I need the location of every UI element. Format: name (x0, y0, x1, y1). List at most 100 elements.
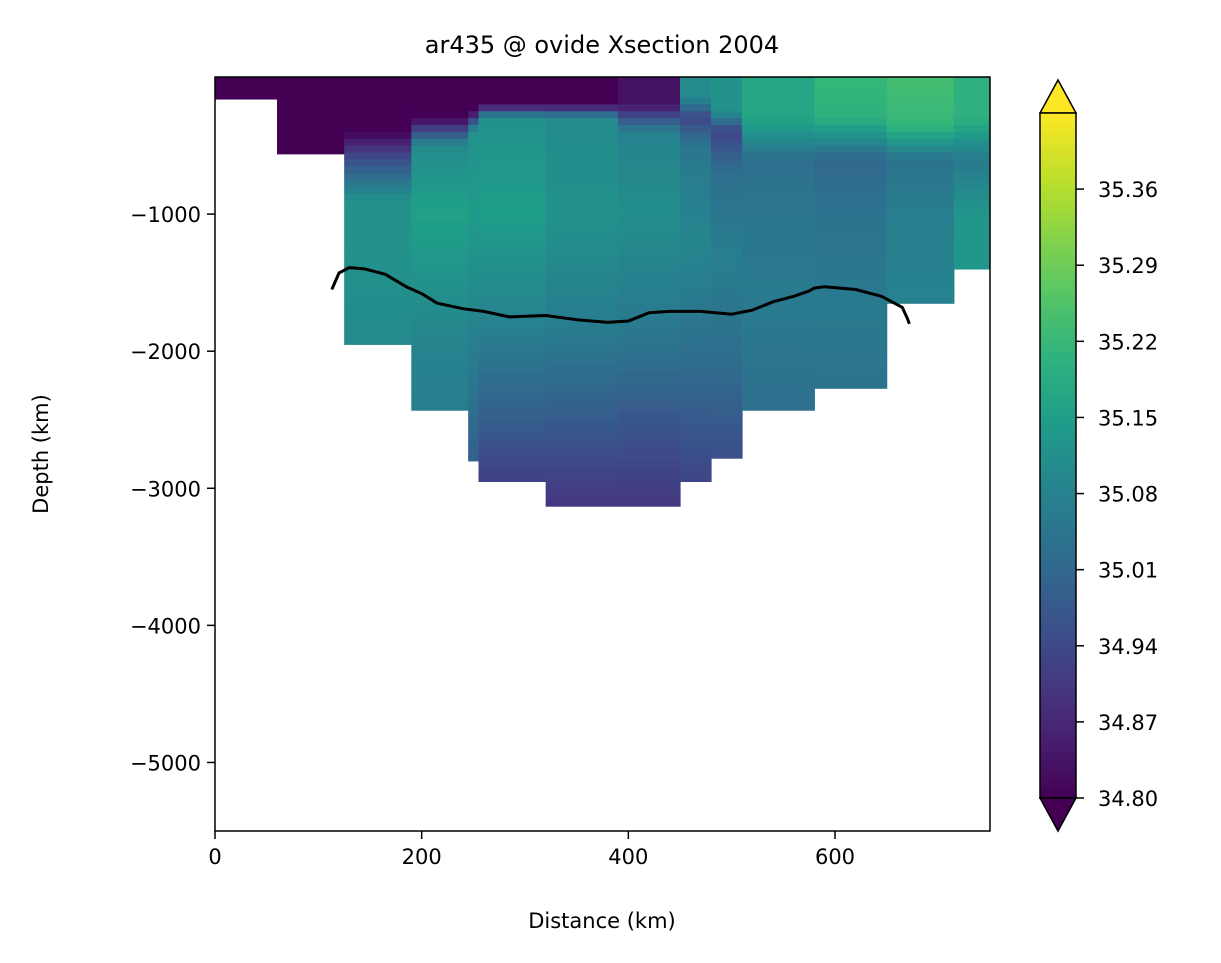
heatmap-cell (478, 97, 547, 106)
heatmap-cell (711, 118, 743, 126)
heatmap-cell (545, 255, 619, 263)
heatmap-cell (680, 124, 712, 133)
heatmap-cell (468, 275, 480, 284)
heatmap-cell (468, 241, 480, 249)
heatmap-cell (618, 364, 681, 373)
colorbar-tick-label: 35.29 (1098, 254, 1158, 278)
heatmap-cell (814, 385, 888, 389)
heatmap-cell (742, 316, 815, 325)
heatmap-cell (618, 275, 681, 284)
heatmap-cell (344, 248, 412, 256)
heatmap-cell (680, 296, 712, 304)
heatmap-cell (478, 310, 547, 318)
heatmap-cell (886, 186, 955, 195)
heatmap-cell (411, 172, 469, 181)
heatmap-cell (478, 337, 547, 345)
heatmap-cell (742, 241, 815, 249)
heatmap-cell (953, 179, 990, 188)
heatmap-cell (742, 97, 815, 106)
heatmap-cell (742, 145, 815, 153)
heatmap-cell (680, 303, 712, 311)
heatmap-cell (814, 289, 888, 297)
heatmap-cell (814, 77, 888, 85)
heatmap-cell (814, 220, 888, 229)
heatmap-cell (618, 351, 681, 359)
heatmap-cell (711, 90, 743, 99)
heatmap-cell (344, 337, 412, 345)
plot-area (214, 76, 991, 832)
heatmap-cell (953, 227, 990, 236)
heatmap-cell (545, 371, 619, 380)
heatmap-cell (680, 323, 712, 332)
heatmap-cell (742, 118, 815, 126)
heatmap-cell (478, 447, 547, 455)
heatmap-cell (545, 474, 619, 483)
heatmap-cell (680, 399, 712, 407)
heatmap-cell (814, 83, 888, 92)
heatmap-cell (545, 488, 619, 496)
heatmap-cell (886, 262, 955, 270)
heatmap-cell (215, 97, 278, 100)
x-tick-label: 400 (608, 845, 648, 869)
heatmap-cell (344, 289, 412, 297)
heatmap-cell (468, 111, 480, 119)
heatmap-cell (545, 364, 619, 373)
heatmap-cell (680, 255, 712, 263)
heatmap-cell (711, 227, 743, 236)
heatmap-cell (618, 193, 681, 201)
colorbar: 34.80 34.87 34.94 35.01 35.08 35.15 35.22 35.29… (1038, 78, 1158, 833)
heatmap-cell (814, 227, 888, 236)
heatmap-cell (478, 111, 547, 119)
heatmap-cell (618, 186, 681, 195)
heatmap-cell (618, 481, 681, 489)
heatmap-cell (411, 268, 469, 277)
heatmap-cell (618, 412, 681, 421)
heatmap-cell (478, 77, 547, 85)
heatmap-cell (411, 200, 469, 208)
heatmap-cell (886, 159, 955, 167)
heatmap-cell (711, 316, 743, 325)
heatmap-cell (545, 296, 619, 304)
heatmap-cell (478, 419, 547, 428)
heatmap-cell (618, 440, 681, 448)
heatmap-cell (468, 214, 480, 222)
heatmap-cell (468, 371, 480, 380)
heatmap-cell (711, 358, 743, 366)
heatmap-cell (711, 234, 743, 243)
heatmap-cell (344, 296, 412, 304)
colorbar-tick-label: 34.94 (1098, 635, 1158, 659)
heatmap-cell (411, 378, 469, 387)
heatmap-cell (680, 310, 712, 318)
heatmap-cell (680, 378, 712, 387)
heatmap-cell (411, 159, 469, 167)
heatmap-cell (411, 234, 469, 243)
heatmap-cell (478, 241, 547, 249)
heatmap-cell (680, 433, 712, 441)
heatmap-cell (814, 337, 888, 345)
heatmap-cell (814, 90, 888, 99)
heatmap-cell (618, 138, 681, 147)
heatmap-cell (680, 118, 712, 126)
heatmap-cell (545, 268, 619, 277)
heatmap-cell (742, 152, 815, 160)
heatmap-cell (953, 186, 990, 195)
heatmap-cell (545, 501, 619, 507)
heatmap-cell (742, 166, 815, 174)
heatmap-cell (680, 138, 712, 147)
heatmap-cell (478, 378, 547, 387)
heatmap-cell (411, 97, 469, 106)
heatmap-cell (886, 111, 955, 119)
heatmap-cell (344, 77, 412, 85)
heatmap-cell (742, 406, 815, 411)
heatmap-cell (886, 172, 955, 181)
heatmap-cell (618, 268, 681, 277)
heatmap-cell (411, 316, 469, 325)
heatmap-cell (215, 77, 278, 85)
heatmap-cell (618, 303, 681, 311)
heatmap-cell (468, 131, 480, 140)
heatmap-cell (814, 303, 888, 311)
heatmap-cell (215, 90, 278, 99)
heatmap-cell (886, 282, 955, 291)
heatmap-cell (411, 77, 469, 85)
heatmap-cell (886, 104, 955, 112)
